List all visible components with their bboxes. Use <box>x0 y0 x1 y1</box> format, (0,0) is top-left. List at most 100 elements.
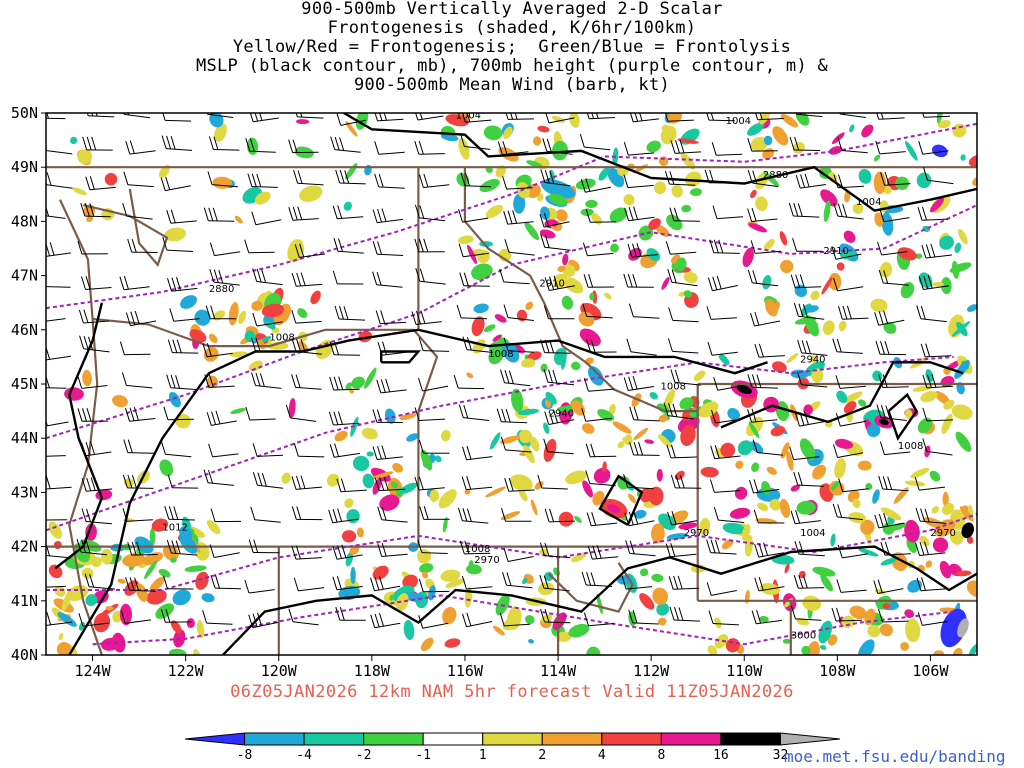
shading-cell <box>681 204 692 213</box>
wind-barb <box>209 242 241 257</box>
wind-barb <box>880 541 911 556</box>
wind-barb <box>46 611 73 626</box>
shading-cell <box>604 292 612 300</box>
wind-barb <box>81 441 112 457</box>
wind-barb <box>753 509 785 524</box>
shading-cell <box>679 397 694 410</box>
shading-cell <box>779 498 791 518</box>
shading-cell <box>931 282 945 287</box>
longitude-tick-label: 110W <box>726 662 763 680</box>
shading-cell <box>537 125 550 133</box>
shading-cell <box>483 125 503 141</box>
wind-barb <box>668 575 700 590</box>
shading-cell <box>602 461 607 473</box>
latitude-tick-label: 43N <box>11 483 38 501</box>
longitude-tick-label: 106W <box>912 662 949 680</box>
wind-barb <box>328 411 360 426</box>
shading-cell <box>639 593 655 610</box>
shading-cell <box>144 560 158 580</box>
wind-barb <box>334 305 366 321</box>
wind-barb <box>539 574 570 592</box>
mslp-label: 1008 <box>269 333 294 344</box>
shading-cell <box>230 408 246 414</box>
shading-cell <box>849 124 855 133</box>
shading-cell <box>955 431 972 452</box>
wind-barb <box>418 578 450 593</box>
wind-barb <box>838 478 869 493</box>
shading-cell <box>866 423 881 438</box>
wind-barb <box>539 213 570 228</box>
shading-cell <box>485 486 506 498</box>
wind-barb <box>666 444 697 459</box>
shading-cell <box>830 533 836 547</box>
mslp-label: 1012 <box>162 522 187 533</box>
shading-cell <box>540 206 551 220</box>
shading-cell <box>748 223 768 233</box>
wind-barb <box>747 408 778 423</box>
shading-cell <box>879 623 893 637</box>
wind-barb <box>453 374 485 390</box>
wind-barb <box>419 506 450 520</box>
shading-cell <box>288 398 296 418</box>
shading-cell <box>929 470 941 482</box>
wind-barb <box>623 141 655 156</box>
colorbar-swatch <box>422 732 484 746</box>
shading-cell <box>372 565 389 580</box>
shading-cell <box>893 487 909 504</box>
wind-barb <box>795 173 826 189</box>
shading-cell <box>714 617 722 629</box>
shading-cell <box>943 399 955 410</box>
latitude-tick-label: 48N <box>11 212 38 230</box>
wind-barb <box>374 173 405 189</box>
wind-barb <box>920 343 952 358</box>
wind-barb <box>499 612 531 627</box>
website-credit[interactable]: moe.met.fsu.edu/banding <box>784 747 1006 766</box>
shading-cell <box>759 615 769 623</box>
shading-cell <box>857 460 872 471</box>
wind-barb <box>120 610 152 624</box>
shading-cell <box>747 122 764 136</box>
shading-cell <box>683 271 698 284</box>
wind-barb <box>874 310 905 326</box>
shading-cell <box>58 632 64 641</box>
shading-cell <box>100 637 120 651</box>
shading-cell <box>819 645 827 650</box>
shading-cell <box>507 606 522 630</box>
wind-barb <box>624 510 655 527</box>
wind-barb <box>414 407 446 421</box>
shading-cell <box>939 560 952 579</box>
shading-cell <box>623 194 635 206</box>
shading-cell <box>834 458 846 479</box>
shading-cell <box>852 498 861 509</box>
wind-barb <box>833 277 864 292</box>
shading-cell <box>966 580 977 598</box>
wind-barb <box>875 341 907 356</box>
shading-cell <box>784 563 790 574</box>
shading-cell <box>929 197 945 213</box>
shading-cell <box>70 136 78 145</box>
wind-barb <box>712 205 744 220</box>
wind-barb <box>79 335 110 353</box>
wind-barb <box>202 343 233 358</box>
wind-barb <box>160 609 192 623</box>
shading-cell <box>780 114 799 128</box>
wind-barb <box>793 574 825 589</box>
shading-cell <box>471 263 493 281</box>
wind-barb <box>456 304 488 320</box>
wind-barb <box>458 208 489 223</box>
wind-barb <box>374 113 404 122</box>
wind-barb <box>160 441 192 458</box>
shading-cell <box>858 399 867 407</box>
contour-labels: 1004 1004 1004 1008 1008 1008 1008 1012 1004 1008… <box>162 113 955 642</box>
shading-cell <box>588 366 604 386</box>
shading-cell <box>648 218 661 230</box>
shading-cell <box>655 224 670 237</box>
wind-barb <box>206 410 237 426</box>
wind-barb <box>793 471 824 487</box>
shading-cell <box>158 568 171 578</box>
wind-barb <box>411 310 442 325</box>
wind-barb <box>581 408 612 422</box>
shading-cell <box>299 185 323 202</box>
wind-barb <box>749 479 780 494</box>
wind-barb <box>123 113 151 119</box>
